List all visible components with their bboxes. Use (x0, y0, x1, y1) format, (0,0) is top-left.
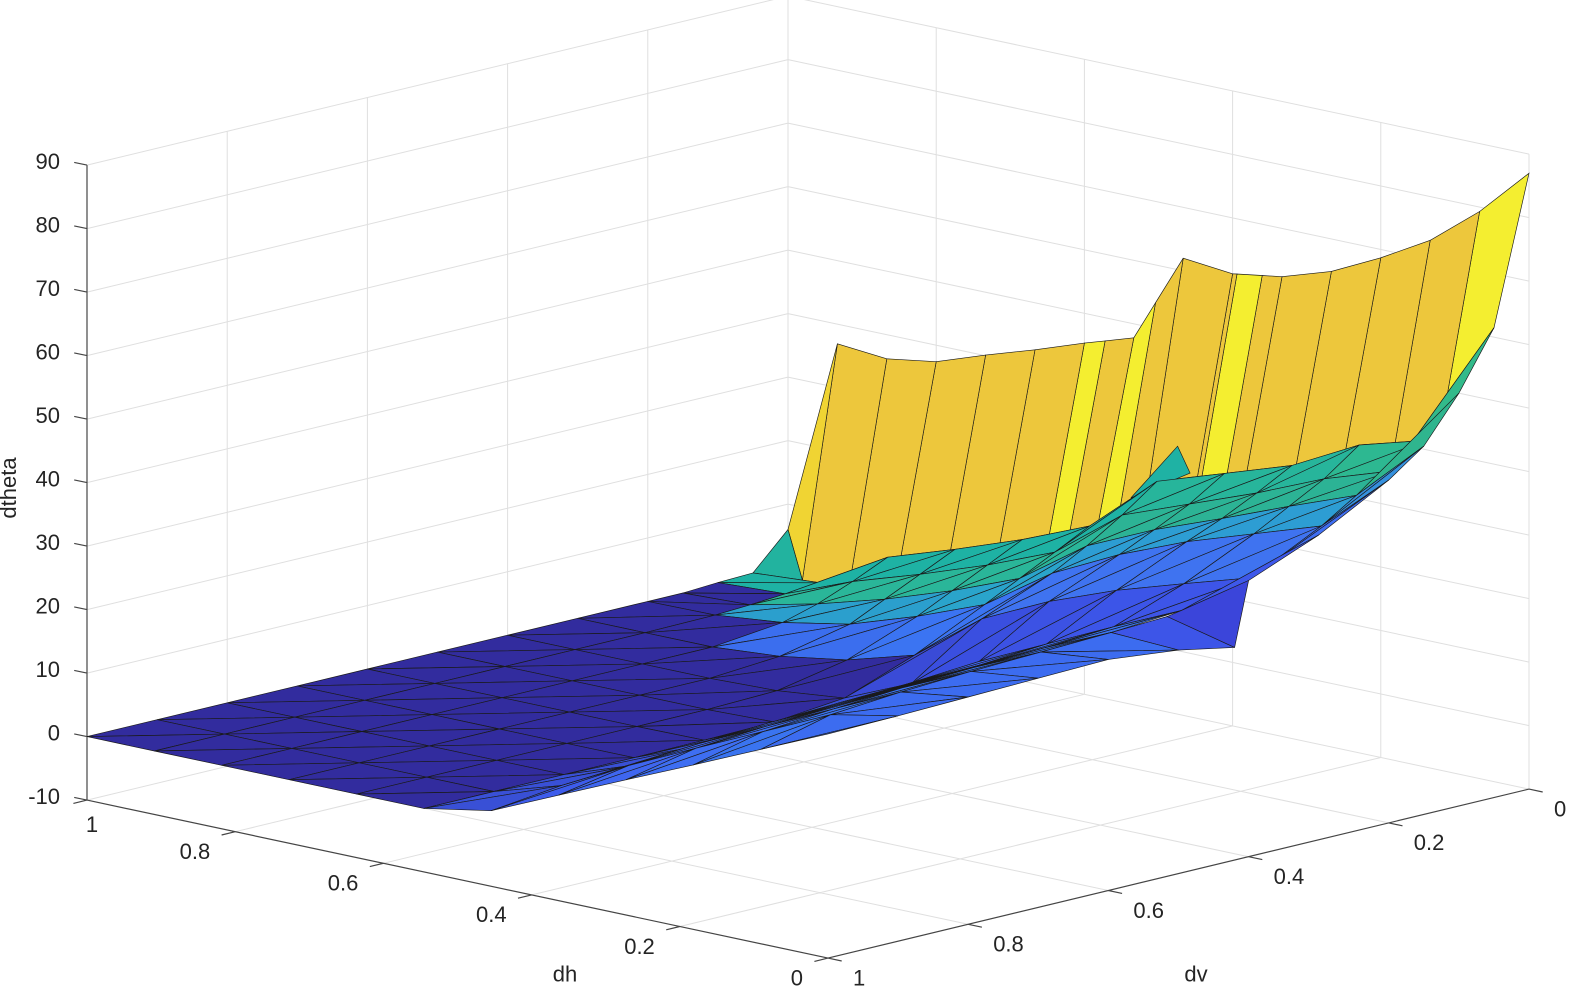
svg-text:dtheta: dtheta (0, 457, 21, 519)
svg-text:0: 0 (48, 720, 60, 745)
svg-text:50: 50 (36, 403, 60, 428)
svg-text:0.6: 0.6 (328, 871, 359, 896)
svg-text:90: 90 (36, 149, 60, 174)
svg-text:40: 40 (36, 466, 60, 491)
svg-text:0: 0 (1554, 796, 1566, 821)
svg-text:-10: -10 (28, 784, 60, 809)
svg-text:1: 1 (853, 965, 865, 989)
svg-text:1: 1 (86, 812, 98, 837)
svg-text:20: 20 (36, 593, 60, 618)
svg-text:70: 70 (36, 276, 60, 301)
svg-text:0.2: 0.2 (1414, 830, 1445, 855)
svg-text:0: 0 (791, 965, 803, 989)
svg-text:0.4: 0.4 (1274, 864, 1305, 889)
svg-text:0.8: 0.8 (180, 839, 211, 864)
svg-text:0.2: 0.2 (624, 934, 655, 959)
svg-text:60: 60 (36, 339, 60, 364)
svg-text:dv: dv (1184, 961, 1207, 986)
svg-text:10: 10 (36, 657, 60, 682)
svg-text:0.4: 0.4 (476, 902, 507, 927)
svg-text:80: 80 (36, 212, 60, 237)
svg-text:0.8: 0.8 (993, 932, 1024, 957)
svg-text:30: 30 (36, 530, 60, 555)
svg-text:dh: dh (553, 961, 577, 986)
svg-text:0.6: 0.6 (1133, 898, 1164, 923)
